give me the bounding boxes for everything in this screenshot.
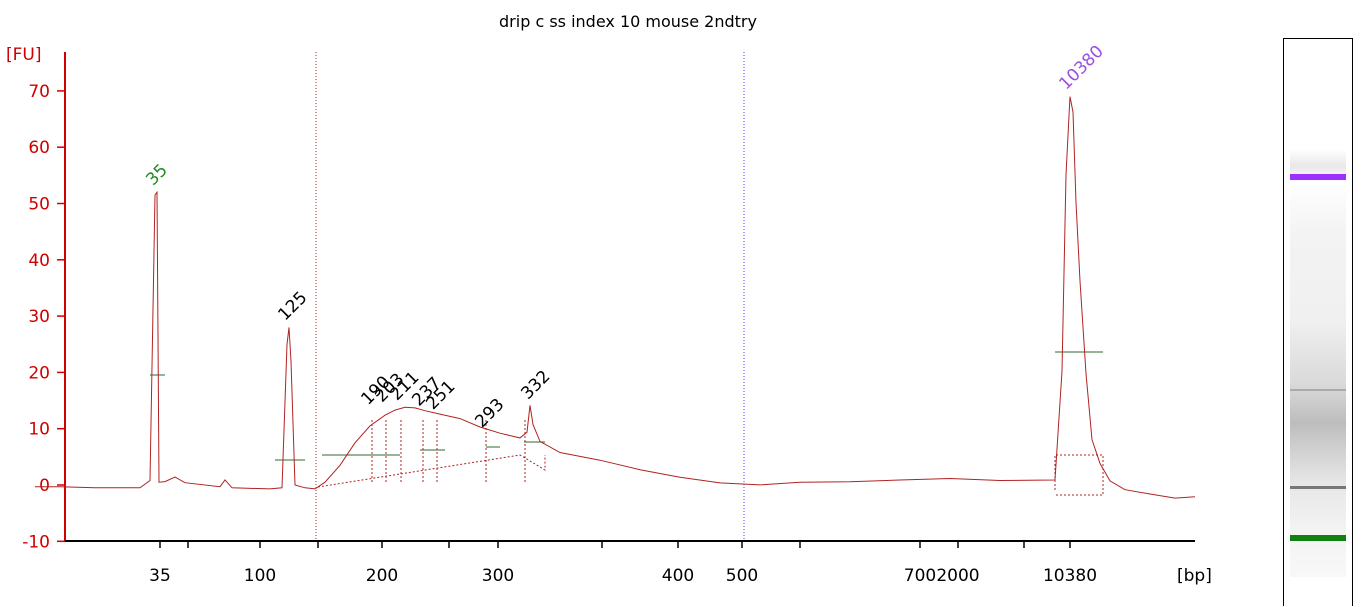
y-axis: -10 0 10 20 30 40 50 60 70 bbox=[22, 52, 66, 552]
peak-label: 10380 bbox=[1055, 42, 1107, 94]
x-tick-label: 100 bbox=[244, 566, 276, 586]
gel-image bbox=[1283, 38, 1353, 606]
peak-label: 332 bbox=[517, 367, 554, 404]
y-tick-label: 20 bbox=[28, 363, 50, 383]
y-tick-label: 10 bbox=[28, 420, 50, 440]
peak-baselines bbox=[150, 351, 1104, 496]
separator-lines bbox=[315, 52, 745, 541]
peak-label: 125 bbox=[274, 288, 311, 325]
y-tick-label: 30 bbox=[28, 307, 50, 327]
x-axis-unit: [bp] bbox=[1177, 566, 1212, 586]
x-tick-label: 300 bbox=[482, 566, 514, 586]
lower-marker-band bbox=[1290, 535, 1346, 541]
y-axis-unit: [FU] bbox=[6, 45, 42, 65]
x-tick-label: 35 bbox=[149, 566, 171, 586]
signal-trace bbox=[35, 96, 1196, 499]
y-tick-label: 70 bbox=[28, 82, 50, 102]
peak-label: 35 bbox=[142, 160, 171, 189]
y-tick-label: -10 bbox=[22, 532, 50, 552]
y-tick-label: 60 bbox=[28, 138, 50, 158]
x-tick-label: 200 bbox=[366, 566, 398, 586]
x-tick-label: 500 bbox=[726, 566, 758, 586]
sample-band bbox=[1290, 486, 1346, 489]
x-tick-label: 400 bbox=[662, 566, 694, 586]
smear-band bbox=[1290, 389, 1346, 391]
y-tick-label: 40 bbox=[28, 251, 50, 271]
y-tick-label: 0 bbox=[39, 476, 50, 496]
x-tick-label: 10380 bbox=[1043, 566, 1097, 586]
upper-marker-band bbox=[1290, 174, 1346, 180]
y-tick-label: 50 bbox=[28, 195, 50, 215]
electropherogram-chart: drip c ss index 10 mouse 2ndtry [FU] [bp… bbox=[6, 12, 1212, 586]
gel-lane bbox=[1290, 149, 1346, 577]
peak-label: 293 bbox=[471, 395, 508, 432]
x-tick-label: 2000 bbox=[936, 566, 979, 586]
x-axis: 35 100 200 300 400 500 700 2000 10380 bbox=[65, 540, 1195, 586]
chart-title: drip c ss index 10 mouse 2ndtry bbox=[499, 12, 757, 31]
x-tick-label: 700 bbox=[904, 566, 936, 586]
